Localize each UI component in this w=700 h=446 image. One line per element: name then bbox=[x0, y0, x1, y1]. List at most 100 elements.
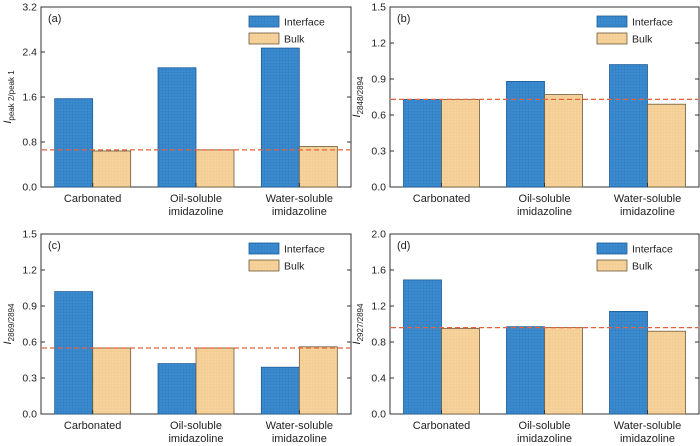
bar-bulk-2 bbox=[544, 94, 583, 188]
bar-bulk-2 bbox=[195, 347, 235, 415]
legend-swatch-bulk bbox=[248, 32, 280, 45]
y-tick-label: 0.8 bbox=[22, 137, 37, 149]
x-tick-label: Water-soluble bbox=[266, 193, 333, 205]
y-tick-label: 1.2 bbox=[371, 301, 386, 313]
legend-swatch-interface bbox=[596, 242, 628, 255]
panel-label: (d) bbox=[397, 240, 410, 252]
x-tick-label: Carbonated bbox=[64, 420, 122, 432]
bar-interface-3 bbox=[260, 366, 300, 415]
bar-bulk-2 bbox=[544, 327, 583, 415]
y-tick-label: 0.3 bbox=[22, 373, 37, 385]
y-tick-label: 0.8 bbox=[371, 337, 386, 349]
y-tick-label: 0.9 bbox=[371, 74, 386, 86]
y-tick-label: 1.6 bbox=[22, 92, 37, 104]
legend-swatch-bulk bbox=[248, 259, 280, 272]
y-tick-label: 1.5 bbox=[22, 229, 37, 241]
y-tick-label: 1.2 bbox=[22, 265, 37, 277]
legend-swatch-bulk bbox=[596, 259, 628, 272]
bar-interface-3 bbox=[609, 310, 648, 415]
y-tick-label: 0.4 bbox=[371, 373, 386, 385]
bar-bulk-3 bbox=[647, 103, 686, 188]
legend-label-interface: Interface bbox=[632, 244, 673, 256]
y-axis-label-main: I bbox=[351, 341, 363, 344]
y-tick-label: 0.0 bbox=[22, 409, 37, 421]
x-tick-label: imidazoline bbox=[620, 433, 675, 445]
y-tick-label: 0.6 bbox=[371, 110, 386, 122]
bar-interface-1 bbox=[403, 99, 442, 188]
y-tick-label: 1.2 bbox=[371, 38, 386, 50]
x-tick-label: imidazoline bbox=[517, 206, 572, 218]
x-tick-label: Oil-soluble bbox=[170, 420, 222, 432]
bar-bulk-1 bbox=[92, 347, 132, 415]
x-tick-label: Carbonated bbox=[413, 193, 471, 205]
bar-interface-2 bbox=[157, 67, 197, 188]
bar-bulk-1 bbox=[441, 328, 480, 415]
x-tick-label: Water-soluble bbox=[614, 420, 681, 432]
y-tick-label: 0.9 bbox=[22, 301, 37, 313]
y-tick-label: 2.0 bbox=[371, 229, 386, 241]
x-tick-label: Oil-soluble bbox=[170, 193, 222, 205]
y-axis-label-subscript: 2869/2894 bbox=[7, 303, 16, 341]
panel-label: (a) bbox=[48, 13, 61, 25]
bar-interface-1 bbox=[54, 291, 94, 415]
y-tick-label: 0.0 bbox=[371, 182, 386, 194]
bar-bulk-3 bbox=[647, 330, 686, 415]
y-tick-label: 0.6 bbox=[22, 337, 37, 349]
legend-label-interface: Interface bbox=[284, 17, 325, 29]
legend-swatch-interface bbox=[248, 15, 280, 28]
y-axis-label-subscript: 2848/2894 bbox=[356, 76, 365, 114]
x-tick-label: Water-soluble bbox=[614, 193, 681, 205]
x-tick-label: imidazoline bbox=[168, 206, 223, 218]
y-axis-label-main: I bbox=[2, 121, 14, 124]
x-tick-label: Water-soluble bbox=[266, 420, 333, 432]
y-tick-label: 1.6 bbox=[371, 265, 386, 277]
y-axis-label-main: I bbox=[2, 341, 14, 344]
x-tick-label: Carbonated bbox=[413, 420, 471, 432]
y-axis-label-subscript: peak 2/peak 1 bbox=[7, 70, 16, 121]
x-tick-label: imidazoline bbox=[168, 433, 223, 445]
y-axis-label-main: I bbox=[351, 114, 363, 117]
x-tick-label: Oil-soluble bbox=[519, 420, 571, 432]
y-tick-label: 3.2 bbox=[22, 2, 37, 14]
y-tick-label: 0.0 bbox=[22, 182, 37, 194]
bar-interface-3 bbox=[609, 64, 648, 188]
bar-bulk-1 bbox=[441, 99, 480, 188]
x-tick-label: imidazoline bbox=[272, 206, 327, 218]
y-tick-label: 2.4 bbox=[22, 47, 37, 59]
y-axis-label-subscript: 2927/2894 bbox=[356, 303, 365, 341]
legend-label-bulk: Bulk bbox=[632, 34, 653, 46]
y-axis-label: I2848/2894 bbox=[351, 76, 365, 117]
x-tick-label: imidazoline bbox=[620, 206, 675, 218]
legend-label-bulk: Bulk bbox=[284, 34, 305, 46]
legend-swatch-bulk bbox=[596, 32, 628, 45]
panel-label: (c) bbox=[48, 240, 61, 252]
y-tick-label: 1.5 bbox=[371, 2, 386, 14]
bar-bulk-1 bbox=[92, 150, 132, 188]
x-tick-label: imidazoline bbox=[272, 433, 327, 445]
y-tick-label: 0.3 bbox=[371, 146, 386, 158]
legend-label-bulk: Bulk bbox=[284, 261, 305, 273]
bar-interface-1 bbox=[54, 98, 94, 188]
panel-label: (b) bbox=[397, 13, 410, 25]
bar-interface-2 bbox=[157, 363, 197, 415]
bar-interface-1 bbox=[403, 279, 442, 415]
x-tick-label: Oil-soluble bbox=[519, 193, 571, 205]
legend-swatch-interface bbox=[248, 242, 280, 255]
x-tick-label: Carbonated bbox=[64, 193, 122, 205]
bar-interface-3 bbox=[260, 47, 300, 188]
y-axis-label: Ipeak 2/peak 1 bbox=[2, 70, 16, 124]
legend-label-interface: Interface bbox=[284, 244, 325, 256]
bar-bulk-3 bbox=[298, 146, 338, 188]
y-tick-label: 0.0 bbox=[371, 409, 386, 421]
y-axis-label: I2869/2894 bbox=[2, 303, 16, 344]
legend-label-interface: Interface bbox=[632, 17, 673, 29]
y-axis-label: I2927/2894 bbox=[351, 303, 365, 344]
legend-swatch-interface bbox=[596, 15, 628, 28]
x-tick-label: imidazoline bbox=[517, 433, 572, 445]
legend-label-bulk: Bulk bbox=[632, 261, 653, 273]
